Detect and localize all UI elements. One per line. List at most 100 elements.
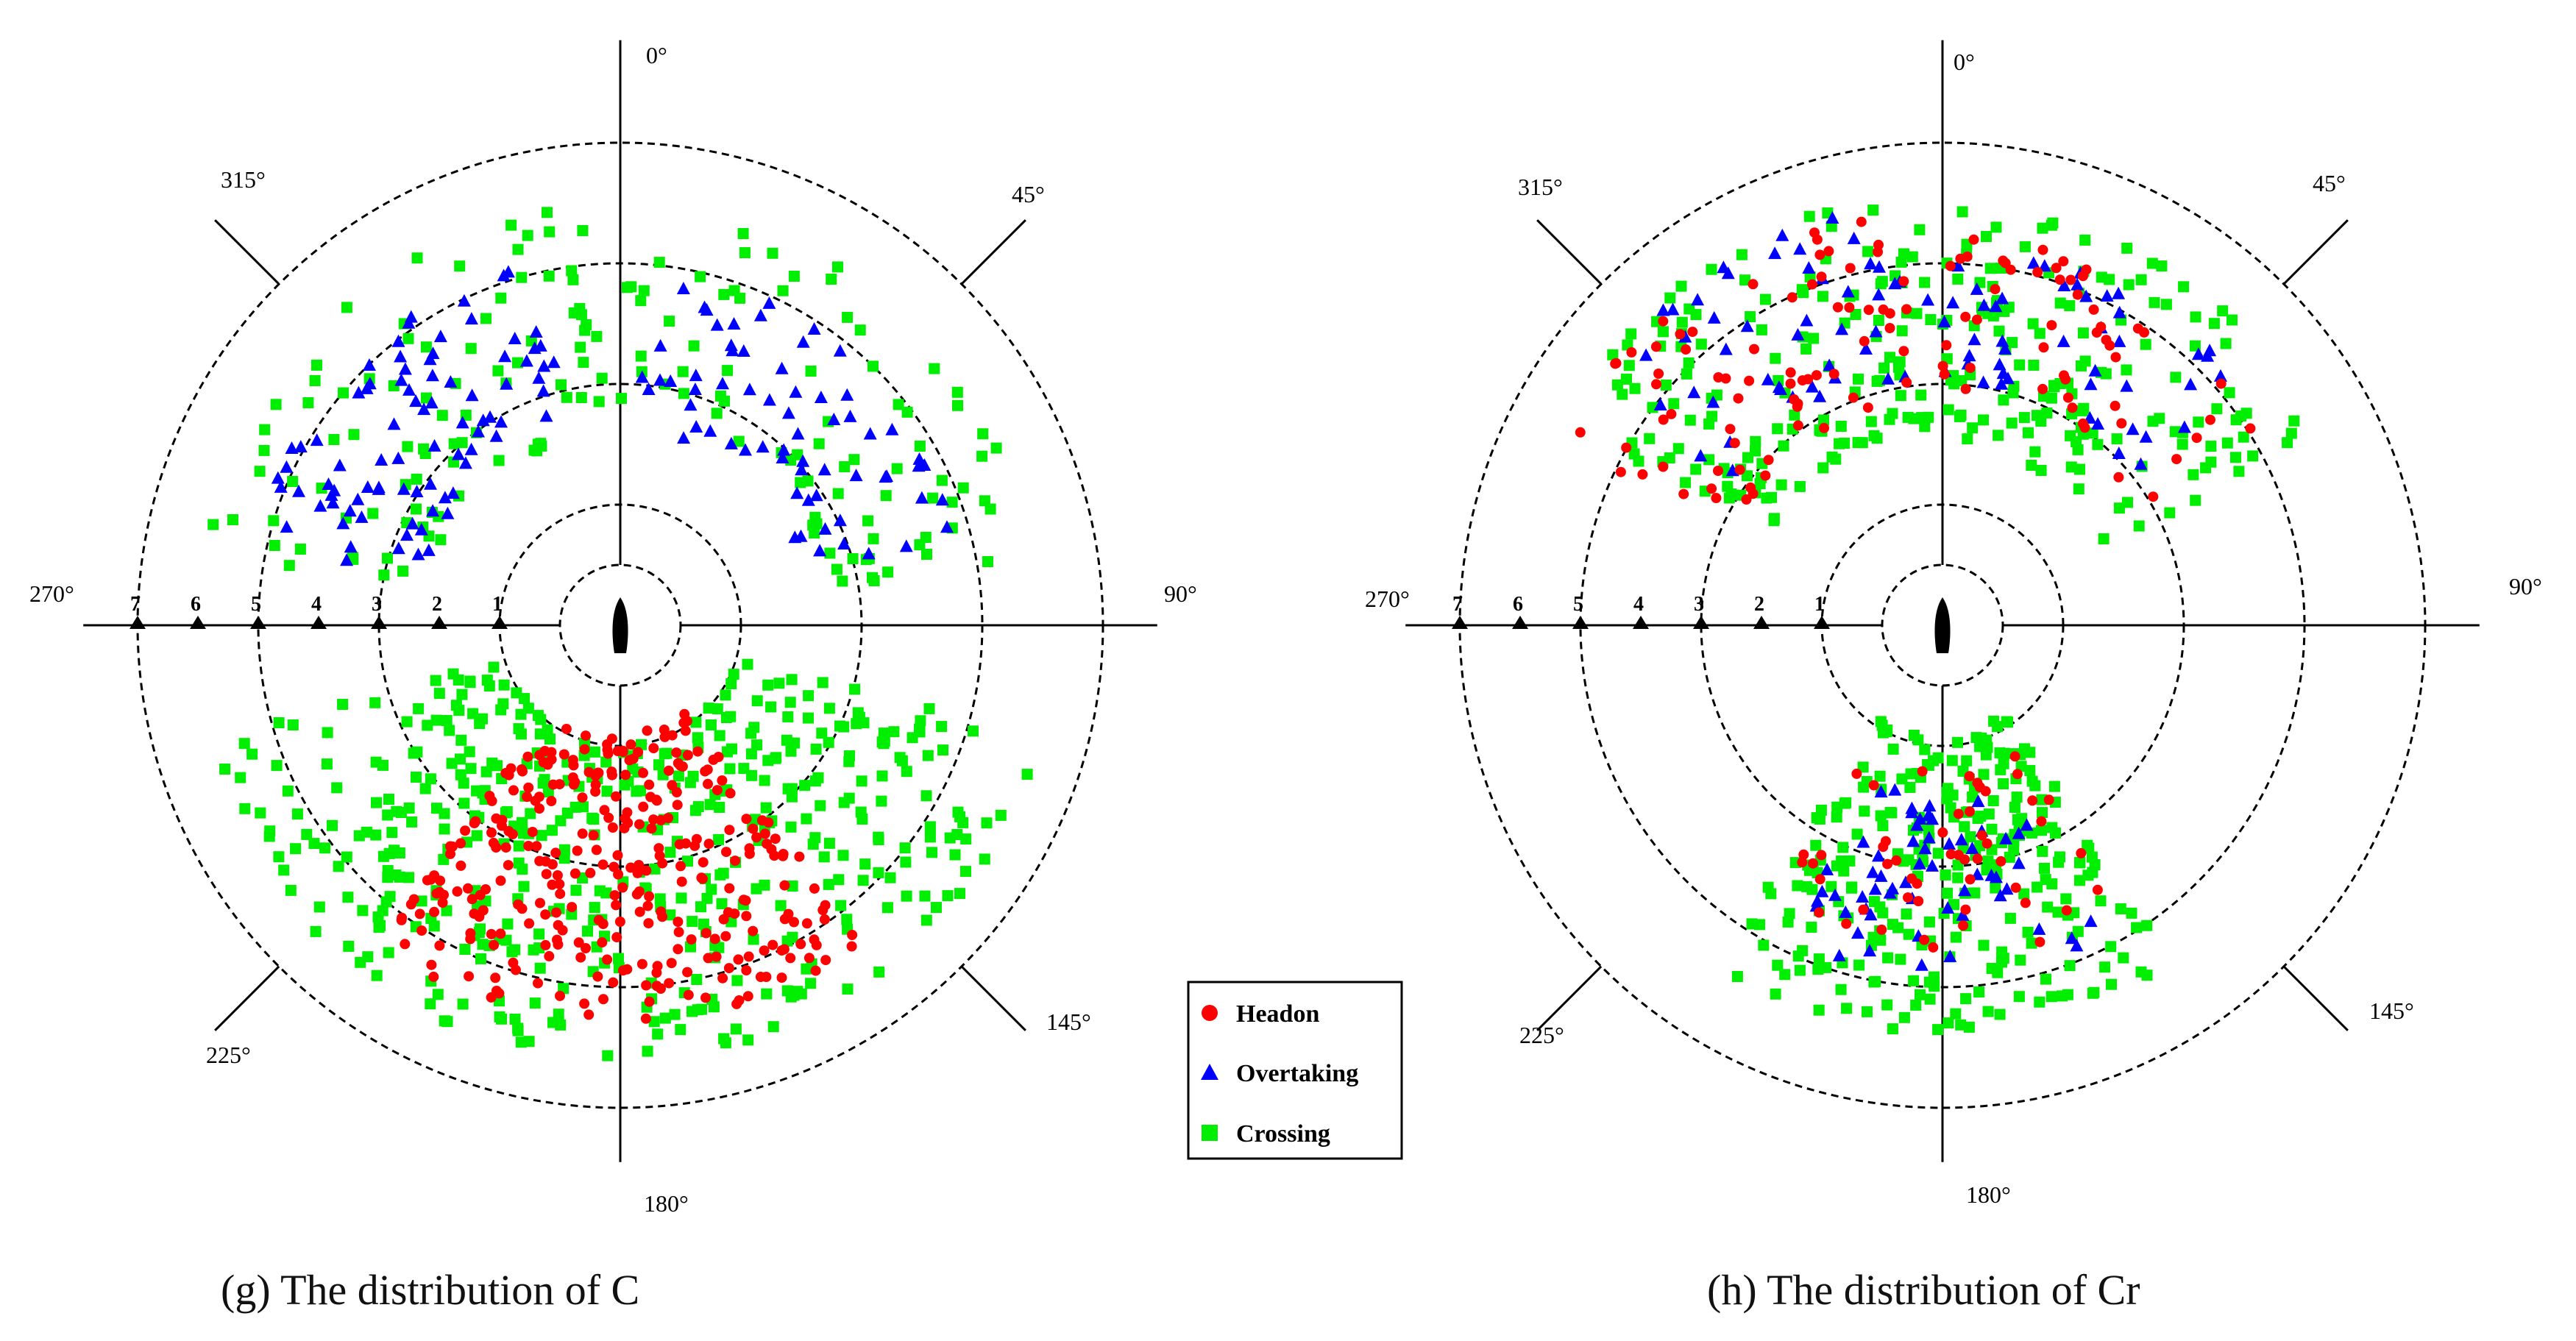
headon-point — [495, 875, 506, 886]
crossing-point — [450, 700, 462, 711]
overtaking-point — [1856, 890, 1870, 903]
crossing-point — [582, 925, 593, 937]
crossing-point — [403, 872, 414, 883]
crossing-point — [801, 813, 812, 825]
headon-point — [400, 939, 411, 950]
overtaking-point — [2084, 914, 2098, 928]
crossing-point — [2028, 360, 2040, 371]
crossing-point — [677, 366, 689, 377]
headon-point — [455, 860, 466, 871]
headon-point — [656, 906, 667, 917]
headon-point — [2012, 769, 2023, 780]
crossing-point — [464, 746, 475, 758]
overtaking-point — [684, 398, 698, 411]
crossing-point — [581, 319, 592, 330]
crossing-point — [555, 1019, 567, 1031]
overtaking-point — [790, 486, 804, 499]
headon-point — [1713, 466, 1723, 476]
crossing-point — [486, 757, 498, 769]
headon-point — [397, 912, 408, 923]
crossing-point — [369, 697, 381, 708]
headon-point — [1962, 251, 1973, 262]
crossing-point — [842, 311, 854, 323]
crossing-point — [1723, 492, 1735, 504]
headon-point — [579, 998, 590, 1009]
radial-marker-label-1: 1 — [1814, 593, 1825, 616]
crossing-point — [2123, 279, 2135, 291]
overtaking-point — [1915, 958, 1929, 971]
crossing-point — [542, 207, 553, 218]
crossing-point — [371, 797, 382, 808]
overtaking-point — [2084, 377, 2098, 391]
crossing-point — [901, 890, 912, 902]
headon-point — [846, 941, 857, 952]
crossing-point — [1768, 513, 1780, 524]
crossing-point — [1887, 743, 1899, 755]
crossing-point — [2074, 463, 2085, 475]
overtaking-point — [464, 312, 478, 325]
headon-point — [641, 980, 652, 991]
overtaking-point — [2112, 447, 2126, 459]
crossing-point — [815, 800, 826, 811]
headon-point — [717, 775, 728, 786]
headon-point — [469, 908, 480, 920]
crossing-point — [1779, 969, 1791, 981]
crossing-point — [1839, 797, 1851, 809]
headon-point — [803, 953, 815, 964]
crossing-point — [1884, 352, 1895, 363]
headon-point — [2034, 936, 2045, 947]
headon-point — [1960, 383, 1971, 394]
headon-point — [671, 747, 682, 758]
overtaking-point — [1791, 327, 1805, 341]
crossing-point — [981, 817, 993, 829]
crossing-point — [781, 985, 793, 997]
headon-point — [1976, 830, 1987, 841]
crossing-point — [873, 966, 885, 978]
overtaking-point — [438, 491, 452, 504]
headon-point — [466, 894, 478, 905]
headon-point — [1806, 279, 1817, 290]
headon-point — [634, 886, 645, 897]
crossing-point — [1963, 1021, 1975, 1033]
crossing-point — [1806, 883, 1818, 895]
crossing-point — [539, 774, 550, 786]
legend-crossing-marker — [1202, 1125, 1218, 1141]
headon-point — [542, 759, 553, 770]
headon-point — [531, 841, 542, 852]
crossing-point — [596, 372, 608, 384]
crossing-point — [419, 448, 431, 459]
crossing-point — [411, 503, 422, 515]
crossing-point — [852, 707, 864, 719]
crossing-point — [1868, 430, 1880, 441]
crossing-point — [805, 978, 817, 989]
radial-marker-5 — [1572, 616, 1589, 629]
crossing-point — [891, 463, 903, 474]
headon-point — [801, 918, 812, 929]
crossing-point — [760, 802, 772, 814]
overtaking-point — [2184, 377, 2198, 391]
headon-point — [624, 755, 635, 766]
headon-point — [1678, 488, 1689, 499]
overtaking-point — [391, 451, 405, 464]
overtaking-point — [1921, 293, 1935, 306]
overtaking-point — [464, 442, 478, 455]
crossing-point — [960, 833, 972, 845]
overtaking-point — [539, 409, 553, 422]
crossing-point — [1925, 314, 1937, 325]
crossing-point — [2226, 314, 2238, 326]
crossing-point — [558, 853, 570, 864]
overtaking-point — [425, 369, 439, 382]
crossing-point — [528, 944, 539, 956]
crossing-point — [1660, 380, 1672, 391]
crossing-point — [333, 861, 344, 872]
radial-marker-3 — [1693, 616, 1709, 629]
crossing-point — [458, 778, 469, 789]
crossing-point — [675, 892, 687, 904]
crossing-point — [2032, 881, 2043, 893]
overtaking-point — [1864, 908, 1878, 921]
overtaking-point — [1740, 319, 1754, 332]
headon-point — [1901, 304, 1912, 315]
headon-point — [708, 754, 719, 765]
headon-point — [634, 860, 645, 870]
overtaking-point — [1694, 449, 1708, 462]
